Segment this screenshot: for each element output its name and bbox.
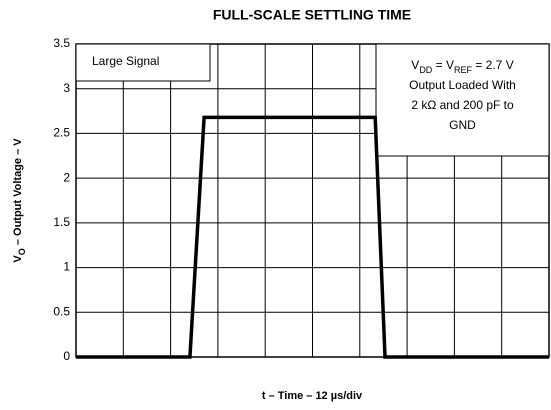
plot-border (75, 43, 550, 358)
note-line: Output Loaded With (409, 78, 516, 92)
note-line: VDD = VREF = 2.7 V (411, 58, 513, 75)
y-tick-label: 3.5 (53, 36, 70, 50)
y-tick-label: 0 (63, 349, 70, 363)
chart-title: FULL-SCALE SETTLING TIME (213, 7, 411, 23)
y-axis-label-part: V (12, 255, 24, 263)
y-tick-label: 0.5 (53, 304, 70, 318)
annotation: Large Signal (92, 54, 159, 68)
annotation-box (75, 43, 211, 82)
x-axis-label: t – Time – 12 µs/div (262, 390, 363, 402)
data-line (76, 115, 549, 359)
note-line: GND (449, 118, 476, 132)
note-line: 2 kΩ and 200 pF to (411, 98, 514, 112)
y-tick-label: 3 (63, 81, 70, 95)
note-part: DD (419, 65, 432, 75)
y-tick-label: 1 (63, 260, 70, 274)
y-axis-label: VO – Output Voltage – V (12, 138, 27, 263)
y-axis-label-part: – Output Voltage – V (12, 138, 24, 248)
note-part: = V (432, 58, 454, 72)
y-tick-label: 2 (63, 170, 70, 184)
y-tick-label: 2.5 (53, 126, 70, 140)
y-axis-label-part: O (17, 248, 27, 255)
note-part: = 2.7 V (472, 58, 514, 72)
note-box (375, 43, 550, 157)
y-tick-label: 1.5 (53, 215, 70, 229)
note-part: REF (454, 65, 473, 75)
note-part: V (411, 58, 419, 72)
